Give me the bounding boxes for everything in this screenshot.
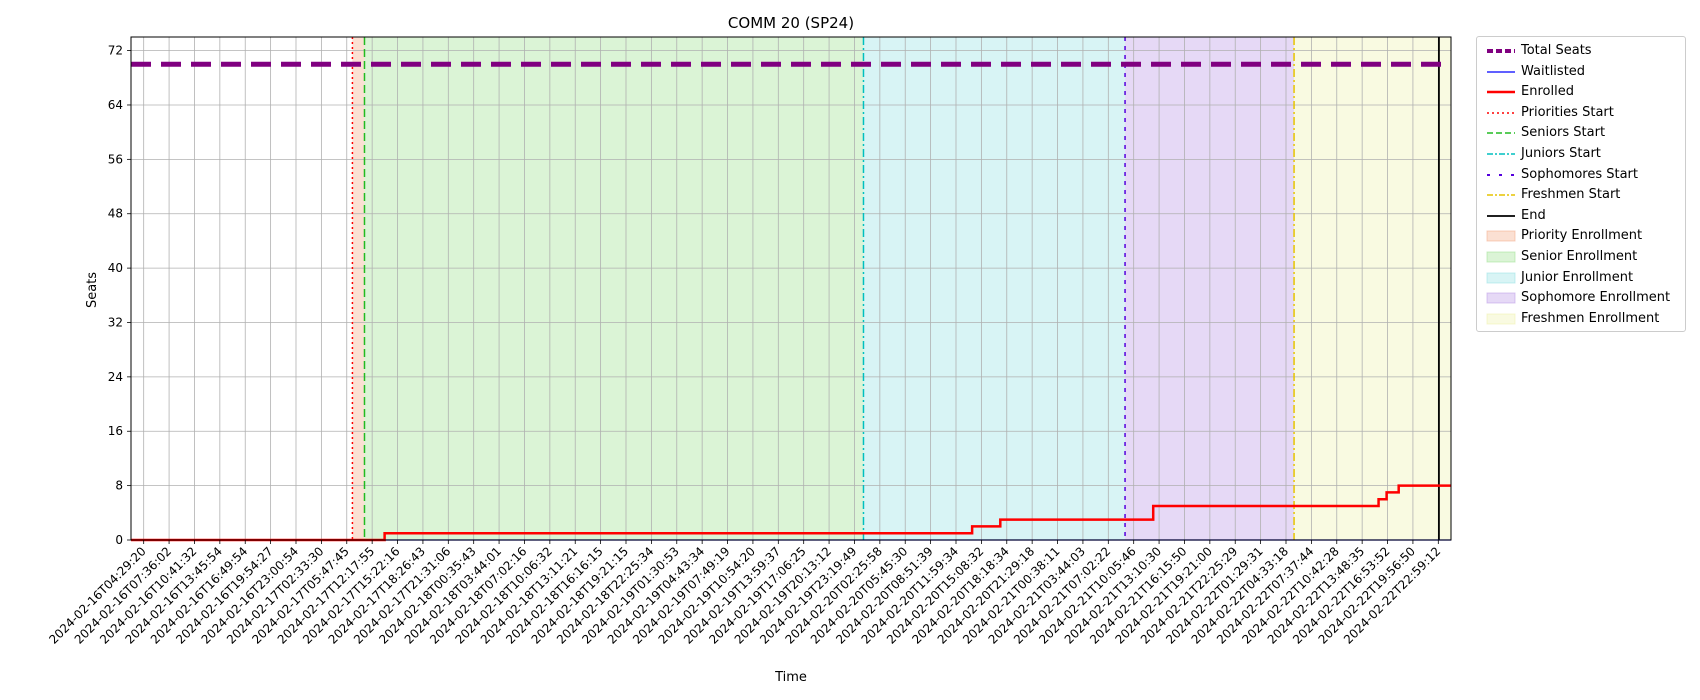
- legend-label: Priorities Start: [1521, 104, 1614, 120]
- legend-label: Seniors Start: [1521, 125, 1606, 141]
- phase-shading-layer: [352, 37, 1451, 540]
- legend-swatch: [1487, 153, 1515, 155]
- legend-swatch: [1487, 173, 1515, 176]
- legend-label: Senior Enrollment: [1521, 249, 1638, 264]
- plot-frame: [130, 36, 1452, 541]
- legend: Total Seats Waitlisted Enrolled Priorities …: [1476, 36, 1686, 332]
- legend-label: End: [1521, 207, 1546, 223]
- legend-item-total-seats: Total Seats: [1477, 41, 1687, 61]
- legend-item-sophomores-start: Sophomores Start: [1477, 165, 1687, 185]
- phase-band-priority-enrollment: [352, 37, 365, 540]
- legend-swatch: [1486, 272, 1516, 284]
- legend-swatch: [1487, 90, 1515, 94]
- legend-swatch: [1487, 194, 1515, 196]
- legend-item-freshmen-start: Freshmen Start: [1477, 185, 1687, 205]
- legend-patch: [1486, 292, 1516, 304]
- legend-swatch: [1487, 70, 1515, 73]
- legend-item-end: End: [1477, 206, 1687, 226]
- legend-item-junior-enrollment: Junior Enrollment: [1477, 268, 1687, 288]
- legend-label: Sophomores Start: [1521, 166, 1638, 182]
- y-tick-label: 56: [108, 152, 123, 166]
- legend-patch: [1486, 272, 1516, 284]
- phase-band-senior-enrollment: [364, 37, 864, 540]
- y-tick-label: 64: [108, 98, 123, 112]
- legend-label: Juniors Start: [1521, 146, 1601, 161]
- legend-label: Enrolled: [1521, 84, 1574, 100]
- x-axis-label: Time: [774, 670, 807, 685]
- series-enrolled: [131, 484, 1451, 542]
- legend-patch: [1486, 230, 1516, 242]
- legend-label: Freshmen Enrollment: [1521, 310, 1660, 326]
- legend-item-priority-enrollment: Priority Enrollment: [1477, 226, 1687, 246]
- y-tick-label: 16: [108, 424, 123, 438]
- y-tick-label: 0: [115, 533, 123, 547]
- legend-item-priorities-start: Priorities Start: [1477, 103, 1687, 123]
- legend-swatch: [1487, 214, 1515, 217]
- y-tick-label: 40: [108, 261, 123, 275]
- legend-swatch: [1486, 251, 1516, 263]
- legend-label: Sophomore Enrollment: [1521, 290, 1671, 306]
- legend-item-waitlisted: Waitlisted: [1477, 62, 1687, 82]
- legend-patch: [1486, 251, 1516, 263]
- y-tick-label: 48: [108, 207, 123, 221]
- legend-item-enrolled: Enrolled: [1477, 82, 1687, 102]
- legend-label: Total Seats: [1521, 43, 1592, 58]
- legend-swatch: [1487, 112, 1515, 114]
- phase-band-freshmen-enrollment: [1294, 37, 1451, 540]
- legend-item-senior-enrollment: Senior Enrollment: [1477, 247, 1687, 267]
- legend-swatch: [1487, 132, 1515, 135]
- legend-item-juniors-start: Juniors Start: [1477, 144, 1687, 164]
- legend-swatch: [1486, 230, 1516, 242]
- y-tick-label: 24: [108, 370, 123, 384]
- legend-item-sophomore-enrollment: Sophomore Enrollment: [1477, 288, 1687, 308]
- legend-label: Waitlisted: [1521, 63, 1586, 79]
- legend-swatch: [1486, 292, 1516, 304]
- axis-layer: 2024-02-16T04:29:202024-02-16T07:36:0220…: [46, 36, 1452, 647]
- grid-layer: [131, 37, 1451, 541]
- legend-label: Freshmen Start: [1521, 187, 1621, 203]
- y-tick-label: 8: [115, 479, 123, 493]
- legend-item-seniors-start: Seniors Start: [1477, 123, 1687, 143]
- legend-label: Junior Enrollment: [1521, 269, 1634, 285]
- y-tick-label: 72: [108, 44, 123, 58]
- legend-swatch: [1487, 49, 1515, 53]
- y-tick-label: 32: [108, 315, 123, 329]
- legend-label: Priority Enrollment: [1521, 228, 1643, 244]
- phase-band-junior-enrollment: [863, 37, 1126, 540]
- legend-swatch: [1486, 313, 1516, 325]
- legend-item-freshmen-enrollment: Freshmen Enrollment: [1477, 309, 1687, 329]
- phase-start-lines: [351, 37, 1440, 540]
- legend-patch: [1486, 313, 1516, 325]
- y-axis-label: Seats: [85, 272, 100, 308]
- chart-title: COMM 20 (SP24): [728, 14, 854, 32]
